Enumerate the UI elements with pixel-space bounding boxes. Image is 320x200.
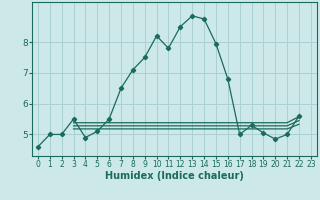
X-axis label: Humidex (Indice chaleur): Humidex (Indice chaleur) (105, 171, 244, 181)
